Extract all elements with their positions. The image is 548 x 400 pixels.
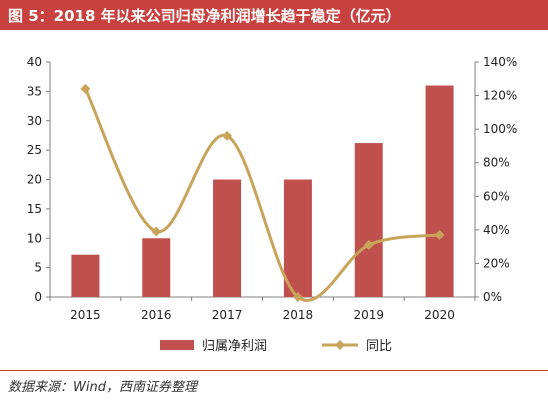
x-tick-label: 2017 (212, 308, 243, 322)
y-right-tick-label: 60% (483, 189, 510, 203)
line-point (434, 229, 445, 240)
y-right-tick-label: 100% (483, 122, 517, 136)
bar (354, 143, 383, 297)
y-left-tick-label: 35 (27, 84, 42, 98)
bar (142, 238, 171, 297)
line-point (80, 83, 91, 94)
y-left-tick-label: 40 (27, 55, 42, 69)
y-left-tick-label: 0 (34, 290, 42, 304)
legend-bar-swatch (160, 340, 194, 350)
y-right-tick-label: 120% (483, 89, 517, 103)
combo-chart: 0 5 10 15 20 25 30 35 40 0% 20% 40% 60% 80% 100% 120% 14… (27, 55, 518, 354)
y-left-tick-label: 10 (27, 231, 42, 245)
y-right-tick-label: 0% (483, 290, 502, 304)
y-left-tick-label: 30 (27, 114, 42, 128)
legend-bar-label: 归属净利润 (202, 339, 267, 354)
legend-line-marker (335, 340, 345, 350)
y-left-tick-label: 15 (27, 202, 42, 216)
bar (71, 254, 100, 297)
y-right-tick-label: 40% (483, 223, 510, 237)
x-tick-label: 2020 (424, 308, 455, 322)
y-right-tick-label: 80% (483, 156, 510, 170)
chart-title: 图 5：2018 年以来公司归母净利润增长趋于稳定（亿元） (0, 0, 548, 30)
x-tick-label: 2019 (353, 308, 384, 322)
y-left-tick-label: 20 (27, 173, 42, 187)
bar (283, 179, 312, 297)
y-left-tick-label: 25 (27, 143, 42, 157)
line-series (84, 88, 440, 302)
line-point (151, 226, 162, 237)
y-left-tick-label: 5 (34, 261, 42, 275)
bar (425, 85, 454, 297)
line-point (222, 130, 233, 141)
x-tick-label: 2015 (70, 308, 101, 322)
chart-area: 0 5 10 15 20 25 30 35 40 0% 20% 40% 60% 80% 100% 120% 14… (0, 30, 548, 370)
y-right-tick-label: 140% (483, 55, 517, 69)
x-tick-label: 2018 (283, 308, 314, 322)
legend-line-label: 同比 (366, 339, 392, 354)
source-note: 数据来源：Wind，西南证券整理 (0, 370, 548, 400)
bar (213, 179, 242, 297)
x-tick-label: 2016 (141, 308, 172, 322)
line-point (292, 292, 303, 302)
y-right-tick-label: 20% (483, 256, 510, 270)
line-point (363, 240, 374, 250)
